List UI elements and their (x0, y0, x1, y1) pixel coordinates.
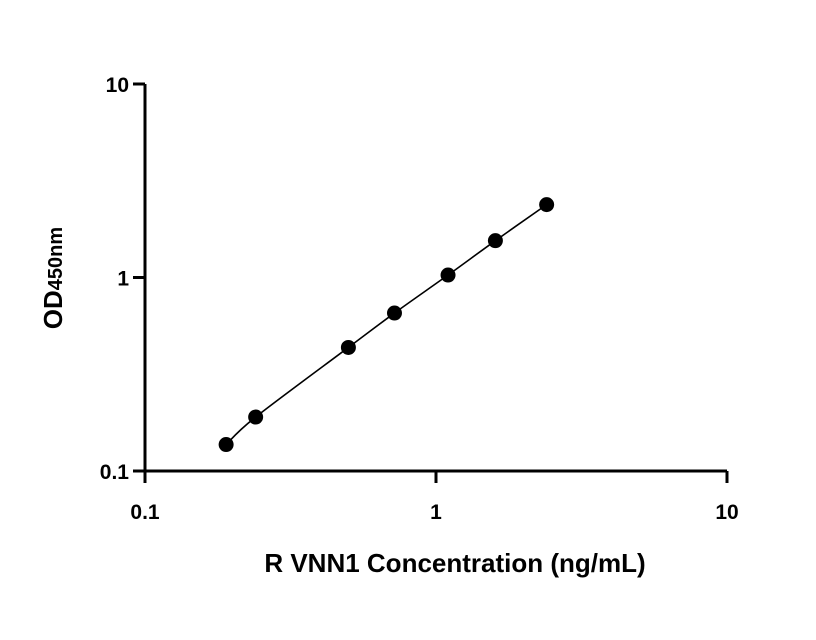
x-tick-label: 10 (715, 501, 738, 524)
data-point (539, 197, 555, 213)
y-axis-title: OD450nm (38, 227, 68, 329)
y-tick-label: 10 (106, 74, 129, 97)
data-point (218, 437, 234, 453)
ticks (133, 82, 729, 483)
x-tick-label: 0.1 (130, 501, 160, 524)
data-point (340, 339, 356, 355)
data-points (218, 197, 555, 453)
data-point (487, 233, 503, 249)
y-tick-label: 1 (117, 268, 129, 291)
x-axis-title: R VNN1 Concentration (ng/mL) (264, 548, 645, 578)
data-point (386, 305, 402, 321)
y-axis-title-main: OD (38, 290, 68, 329)
data-point (248, 409, 264, 425)
tick-labels: 0.1 1 10 0.1 1 10 (100, 74, 739, 524)
y-axis-title-group: OD450nm (38, 227, 68, 329)
y-axis-title-subscript: 450nm (45, 227, 67, 290)
x-tick-label: 1 (430, 501, 442, 524)
y-tick-label: 0.1 (100, 461, 130, 484)
data-point (440, 267, 456, 283)
axes (143, 84, 727, 473)
